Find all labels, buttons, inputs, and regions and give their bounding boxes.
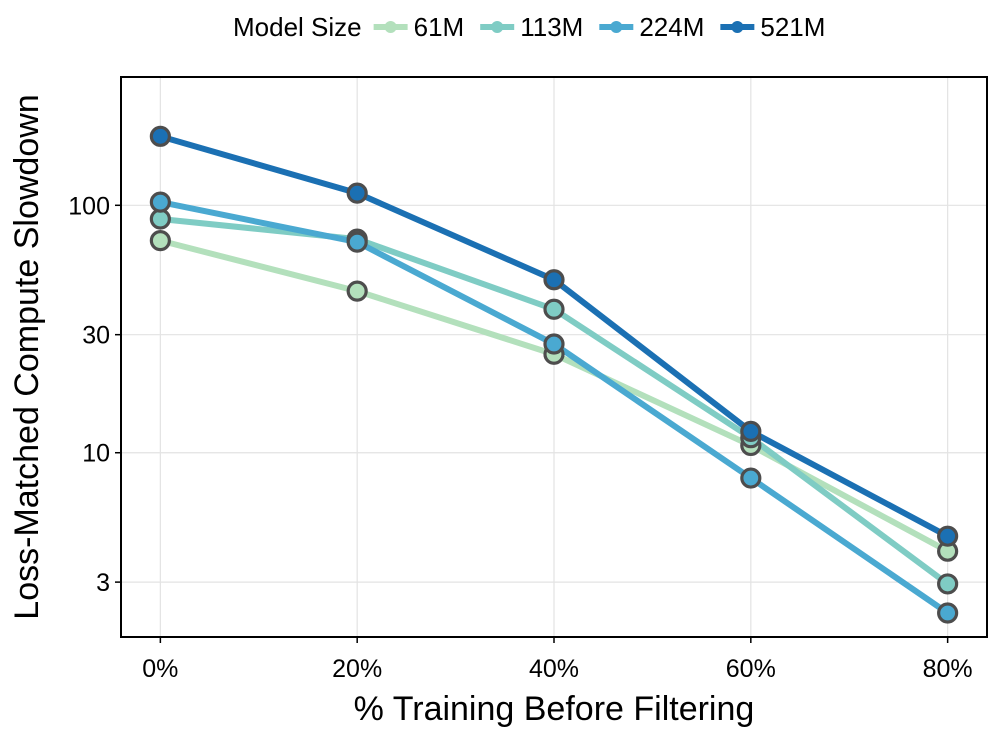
- y-tick-label: 100: [68, 192, 110, 220]
- data-point-61m: [149, 229, 171, 252]
- x-tick-label: 20%: [332, 655, 382, 683]
- legend-swatch-marker: [610, 21, 623, 33]
- data-point-224m: [149, 191, 171, 213]
- gridlines: [121, 77, 987, 637]
- legend-label: 521M: [760, 12, 825, 42]
- x-tick-label: 40%: [529, 655, 579, 683]
- legend-item-113m: 113M: [480, 12, 583, 42]
- series-layer: [149, 125, 959, 624]
- legend-swatch-marker: [731, 21, 744, 33]
- data-point-113m: [937, 573, 959, 595]
- legend-label: 61M: [414, 12, 465, 42]
- legend-label: 113M: [520, 12, 583, 42]
- data-point-224m: [740, 467, 762, 489]
- data-point-61m: [346, 280, 368, 302]
- data-point-521m: [937, 525, 959, 547]
- y-tick-label: 3: [96, 569, 110, 597]
- data-point-521m: [149, 125, 171, 147]
- legend-item-224m: 224M: [599, 12, 704, 42]
- data-point-224m: [346, 231, 368, 253]
- y-axis-ticks: 3 10 30 100: [68, 192, 121, 597]
- legend-item-61m: 61M: [373, 12, 465, 42]
- y-axis-label: Loss-Matched Compute Slowdown: [8, 94, 46, 619]
- legend-title: Model Size: [233, 12, 362, 42]
- data-point-113m: [149, 208, 171, 230]
- data-point-113m: [543, 298, 565, 320]
- legend-swatch-marker: [491, 21, 504, 33]
- data-point-521m: [346, 182, 368, 204]
- y-tick-label: 30: [82, 322, 110, 350]
- x-axis-ticks: 0% 20% 40% 60% 80%: [142, 637, 973, 683]
- legend-items: 61M 113M 224M 521M: [373, 12, 825, 42]
- x-axis-label: % Training Before Filtering: [354, 690, 755, 728]
- data-point-224m: [543, 333, 565, 355]
- y-tick-label: 10: [82, 440, 110, 468]
- x-tick-label: 0%: [142, 655, 178, 683]
- legend-item-521m: 521M: [720, 12, 825, 42]
- legend-swatch-marker: [384, 21, 397, 33]
- data-point-521m: [543, 269, 565, 291]
- x-tick-label: 60%: [726, 655, 776, 683]
- legend: Model Size 61M 113M 224M 521M: [233, 12, 825, 42]
- data-point-224m: [937, 602, 959, 624]
- data-point-521m: [740, 420, 762, 442]
- legend-label: 224M: [639, 12, 704, 42]
- x-tick-label: 80%: [923, 655, 973, 683]
